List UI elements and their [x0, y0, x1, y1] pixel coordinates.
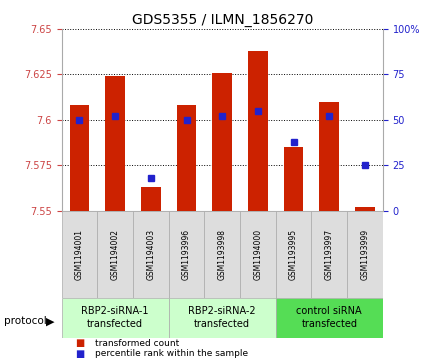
- Bar: [276, 298, 383, 338]
- Text: GSM1193995: GSM1193995: [289, 229, 298, 280]
- Bar: [97, 211, 133, 298]
- Bar: [248, 51, 268, 211]
- Text: transformed count: transformed count: [95, 339, 179, 347]
- Text: ■: ■: [75, 338, 84, 348]
- Bar: [177, 105, 196, 211]
- Bar: [62, 211, 97, 298]
- Text: GSM1193999: GSM1193999: [360, 229, 370, 280]
- Text: ■: ■: [75, 349, 84, 359]
- Bar: [213, 73, 232, 211]
- Bar: [70, 105, 89, 211]
- Text: ▶: ▶: [46, 316, 55, 326]
- Text: GSM1194000: GSM1194000: [253, 229, 262, 280]
- Bar: [355, 207, 375, 211]
- Bar: [105, 76, 125, 211]
- Text: GSM1194001: GSM1194001: [75, 229, 84, 280]
- Text: GSM1193996: GSM1193996: [182, 229, 191, 280]
- Bar: [133, 211, 169, 298]
- Bar: [169, 211, 204, 298]
- Text: RBP2-siRNA-2
transfected: RBP2-siRNA-2 transfected: [188, 306, 256, 329]
- Bar: [347, 211, 383, 298]
- Bar: [204, 211, 240, 298]
- Text: protocol: protocol: [4, 316, 47, 326]
- Text: percentile rank within the sample: percentile rank within the sample: [95, 350, 248, 358]
- Bar: [276, 211, 312, 298]
- Bar: [169, 298, 276, 338]
- Text: GSM1193998: GSM1193998: [218, 229, 227, 280]
- Text: RBP2-siRNA-1
transfected: RBP2-siRNA-1 transfected: [81, 306, 149, 329]
- Title: GDS5355 / ILMN_1856270: GDS5355 / ILMN_1856270: [132, 13, 313, 26]
- Bar: [312, 211, 347, 298]
- Bar: [240, 211, 276, 298]
- Text: GSM1194003: GSM1194003: [147, 229, 155, 280]
- Text: GSM1193997: GSM1193997: [325, 229, 334, 280]
- Bar: [141, 187, 161, 211]
- Bar: [319, 102, 339, 211]
- Text: control siRNA
transfected: control siRNA transfected: [297, 306, 362, 329]
- Text: GSM1194002: GSM1194002: [110, 229, 120, 280]
- Bar: [284, 147, 304, 211]
- Bar: [62, 298, 169, 338]
